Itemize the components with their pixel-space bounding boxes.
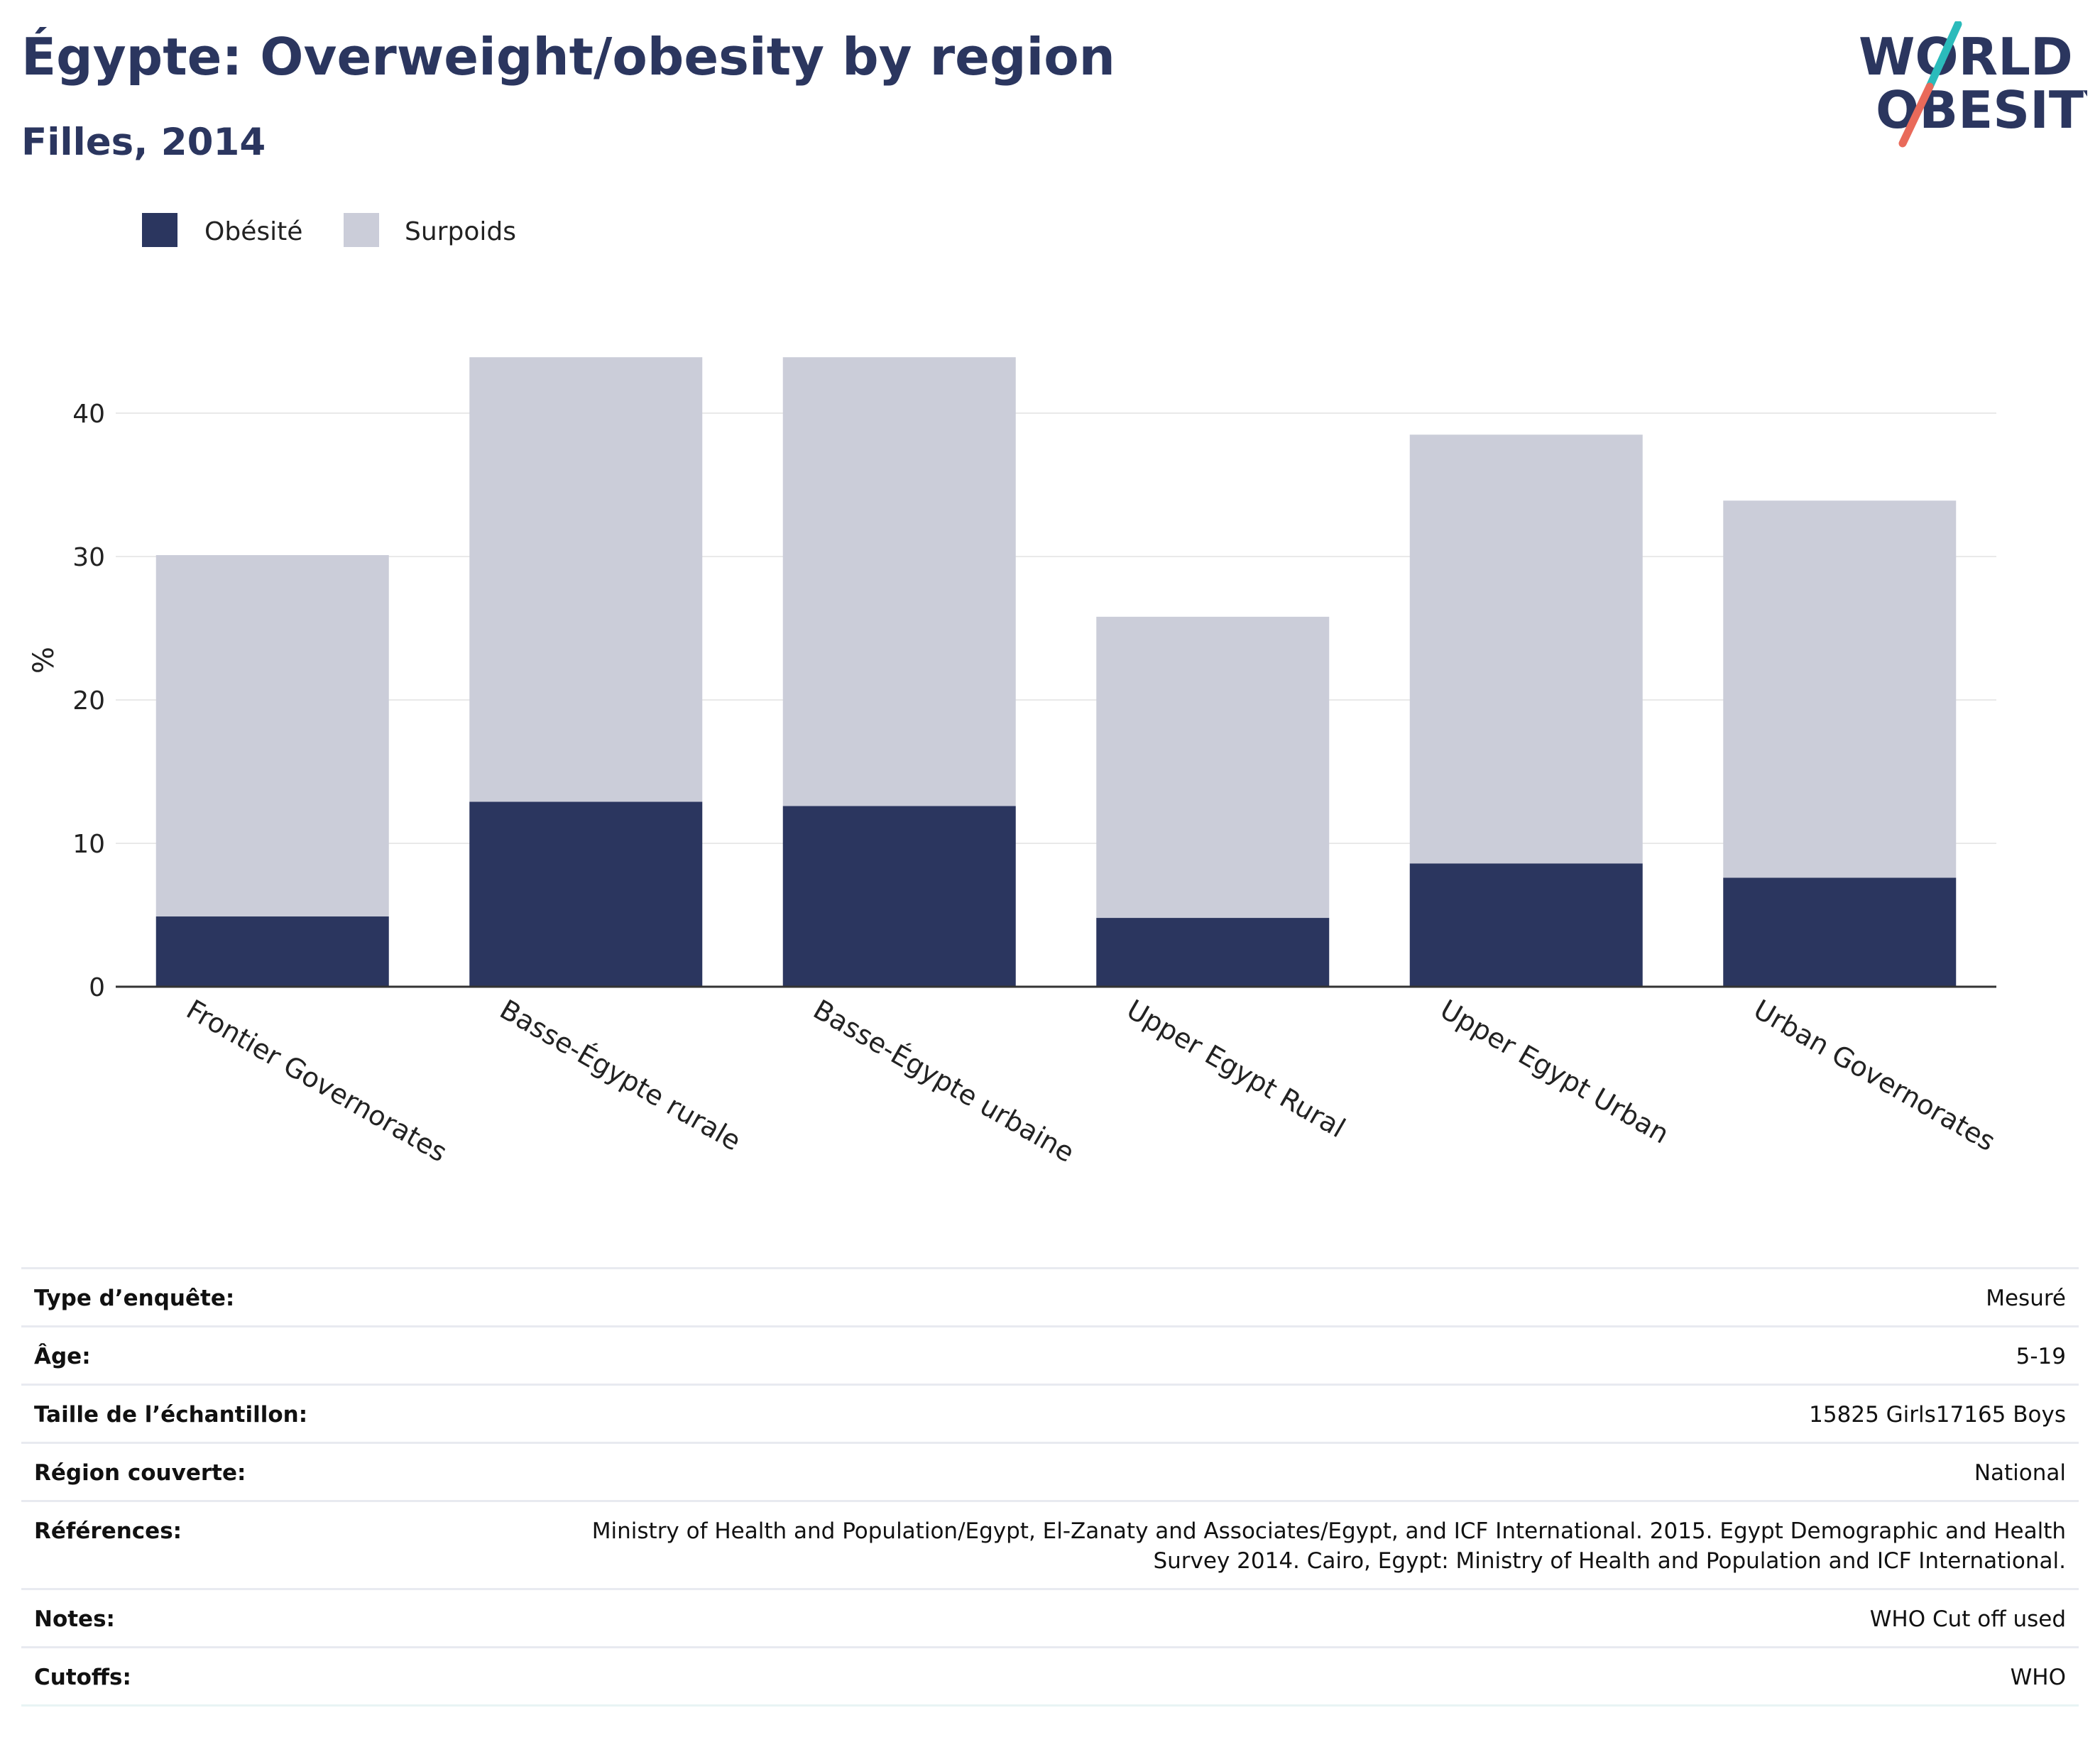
- x-tick-label: Urban Governorates: [1749, 994, 2001, 1158]
- info-row: Type d’enquête: Mesuré: [21, 1267, 2079, 1327]
- y-tick-label: 40: [72, 400, 105, 429]
- x-tick-label: Basse-Égypte urbaine: [808, 994, 1080, 1168]
- info-row: Région couverte: National: [21, 1442, 2079, 1501]
- info-value: Ministry of Health and Population/Egypt,…: [544, 1500, 2079, 1589]
- bar-obesity: [155, 916, 389, 987]
- bar-overweight: [782, 357, 1016, 806]
- world-obesity-logo: WORLD OBESITY: [1859, 21, 2087, 148]
- page-subtitle: Filles, 2014: [21, 121, 266, 164]
- bar-overweight: [1409, 434, 1643, 864]
- bar-overweight: [155, 554, 389, 917]
- info-value: 5-19: [544, 1325, 2079, 1385]
- info-label: Taille de l’échantillon:: [21, 1384, 544, 1443]
- info-value: Mesuré: [544, 1267, 2079, 1327]
- x-tick-label: Upper Egypt Urban: [1435, 994, 1674, 1150]
- info-label: Références:: [21, 1500, 544, 1589]
- stacked-bar-chart: Obésité Surpoids % 0 10 20 30 40 Frontier Go…: [28, 213, 2001, 1168]
- bar-obesity: [1409, 863, 1643, 987]
- y-axis-label: %: [28, 647, 60, 674]
- bar-overweight: [1723, 500, 1957, 878]
- legend-label-obesity: Obésité: [204, 217, 302, 246]
- logo-slash-top: [1925, 21, 1962, 91]
- y-tick-label: 10: [72, 830, 105, 859]
- survey-info-table: Type d’enquête: Mesuré Âge: 5-19 Taille de l…: [21, 1267, 2079, 1707]
- logo-slash-bottom: [1898, 82, 1934, 148]
- y-tick-label: 0: [89, 973, 105, 1002]
- info-row: Cutoffs: WHO: [21, 1646, 2079, 1707]
- x-tick-label: Frontier Governorates: [181, 994, 452, 1168]
- info-value: WHO Cut off used: [544, 1588, 2079, 1648]
- bar-obesity: [1723, 877, 1957, 987]
- x-tick-label: Basse-Égypte rurale: [495, 994, 746, 1157]
- info-row: Taille de l’échantillon: 15825 Girls17165…: [21, 1384, 2079, 1443]
- info-label: Âge:: [21, 1325, 544, 1385]
- info-value: National: [544, 1442, 2079, 1501]
- y-tick-label: 20: [72, 686, 105, 716]
- info-label: Région couverte:: [21, 1442, 544, 1501]
- info-row: Âge: 5-19: [21, 1325, 2079, 1385]
- legend-label-overweight: Surpoids: [405, 217, 516, 246]
- legend-swatch-obesity: [142, 213, 177, 247]
- info-label: Cutoffs:: [21, 1646, 544, 1707]
- x-tick-label: Upper Egypt Rural: [1122, 994, 1351, 1144]
- info-value: 15825 Girls17165 Boys: [544, 1384, 2079, 1443]
- info-label: Notes:: [21, 1588, 544, 1648]
- bar-overweight: [469, 357, 703, 802]
- y-tick-label: 30: [72, 543, 105, 572]
- legend-swatch-overweight: [344, 213, 379, 247]
- bar-obesity: [782, 806, 1016, 987]
- bar-obesity: [469, 801, 703, 987]
- chart-legend: Obésité Surpoids: [142, 213, 516, 247]
- info-row: Références: Ministry of Health and Popula…: [21, 1500, 2079, 1589]
- logo-word-world: WORLD: [1859, 27, 2073, 87]
- bar-overweight: [1096, 616, 1330, 919]
- page-title: Égypte: Overweight/obesity by region: [21, 27, 1115, 87]
- bar-obesity: [1096, 918, 1330, 987]
- info-value: WHO: [544, 1646, 2079, 1707]
- info-row: Notes: WHO Cut off used: [21, 1588, 2079, 1648]
- info-label: Type d’enquête:: [21, 1267, 544, 1327]
